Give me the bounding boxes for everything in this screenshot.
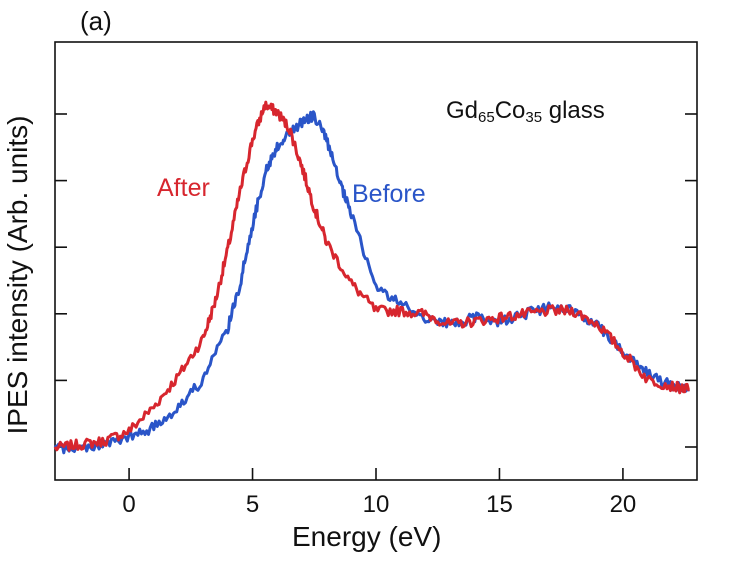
sample-sub-2: 35 <box>525 109 543 126</box>
x-tick-label: 20 <box>610 491 637 518</box>
series-line-before <box>53 110 690 455</box>
sample-mid: Co <box>494 97 526 124</box>
y-axis-label: IPES intensity (Arb. units) <box>2 115 33 435</box>
x-axis-label: Energy (eV) <box>292 521 442 552</box>
x-tick-label: 5 <box>246 491 259 518</box>
x-tick-label: 15 <box>486 491 513 518</box>
series-layer <box>53 100 690 455</box>
legend-before: Before <box>352 180 426 208</box>
sample-label: Gd65Co35 glass <box>446 97 605 126</box>
sample-sub-1: 65 <box>478 109 495 126</box>
legend-after: After <box>157 174 210 202</box>
x-tick-label: 0 <box>122 491 135 518</box>
sample-suffix: glass <box>542 97 605 124</box>
x-tick-label: 10 <box>363 491 390 518</box>
sample-prefix: Gd <box>446 97 479 124</box>
series-line-after <box>53 100 690 452</box>
axis-ticks: 0 5 10 15 20 <box>55 113 697 518</box>
panel-label: (a) <box>80 6 112 36</box>
